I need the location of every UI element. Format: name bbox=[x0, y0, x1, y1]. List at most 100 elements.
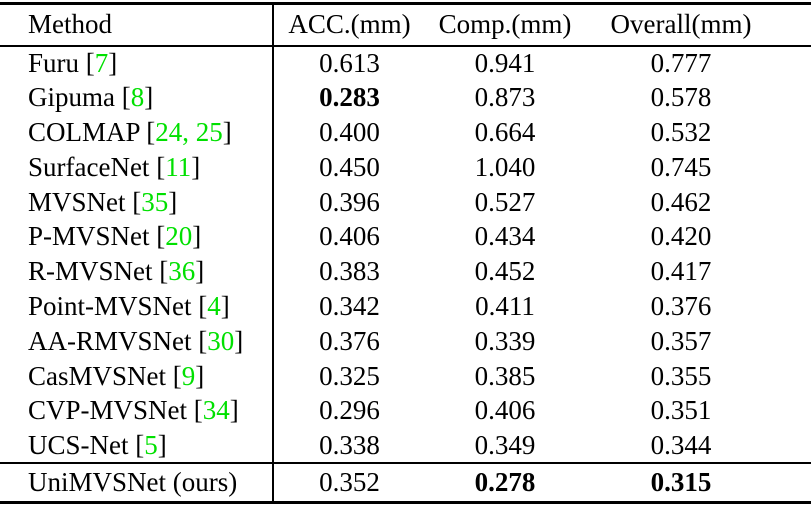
column-header-comp: Comp.(mm) bbox=[438, 9, 572, 40]
value-cell: 0.396 bbox=[319, 186, 380, 217]
filler-cell bbox=[777, 463, 811, 502]
method-name: COLMAP bbox=[28, 116, 140, 147]
value-cell: 0.777 bbox=[650, 47, 712, 78]
citation-link[interactable]: 4 bbox=[207, 290, 221, 321]
value-cell: 0.406 bbox=[474, 395, 536, 426]
value-cell: 0.383 bbox=[319, 256, 380, 287]
method-name: Gipuma bbox=[28, 82, 115, 113]
value-cell: 1.040 bbox=[474, 151, 536, 182]
value-cell: 0.941 bbox=[474, 47, 536, 78]
value-cell: 0.420 bbox=[650, 221, 712, 252]
column-header-method: Method bbox=[0, 3, 274, 46]
method-name: Furu bbox=[28, 47, 80, 78]
method-name: CVP-MVSNet bbox=[28, 395, 188, 426]
value-cell: 0.296 bbox=[319, 395, 380, 426]
filler-cell bbox=[777, 115, 811, 150]
table-row: P-MVSNet [20] 0.406 0.434 0.420 bbox=[0, 219, 811, 255]
value-cell: 0.315 bbox=[650, 466, 712, 497]
filler-cell bbox=[777, 393, 811, 428]
results-table: Method ACC.(mm) Comp.(mm) Overall(mm) Fu… bbox=[0, 2, 811, 504]
citation-link[interactable]: 20 bbox=[165, 221, 193, 252]
method-cell: Gipuma [8] bbox=[0, 80, 274, 116]
table-body: Furu [7] 0.613 0.941 0.777 Gipuma [8] 0.283 0.… bbox=[0, 45, 811, 503]
table-row: R-MVSNet [36] 0.383 0.452 0.417 bbox=[0, 254, 811, 290]
method-name: R-MVSNet bbox=[28, 256, 153, 287]
value-cell: 0.385 bbox=[474, 360, 536, 391]
filler-cell bbox=[777, 150, 811, 185]
citation-link[interactable]: 34 bbox=[202, 395, 230, 426]
value-cell: 0.400 bbox=[319, 116, 380, 147]
value-cell: 0.434 bbox=[474, 221, 536, 252]
value-cell: 0.462 bbox=[650, 186, 712, 217]
citation-link[interactable]: 9 bbox=[181, 360, 196, 391]
method-cell: SurfaceNet [11] bbox=[0, 149, 274, 185]
filler-cell bbox=[777, 324, 811, 359]
table-row: CVP-MVSNet [34] 0.296 0.406 0.351 bbox=[0, 393, 811, 429]
filler-cell bbox=[777, 428, 811, 463]
method-name: Point-MVSNet bbox=[28, 290, 192, 321]
table-row: CasMVSNet [9] 0.325 0.385 0.355 bbox=[0, 358, 811, 394]
table-row: UCS-Net [5] 0.338 0.349 0.344 bbox=[0, 428, 811, 464]
value-cell: 0.532 bbox=[650, 116, 712, 147]
value-cell: 0.452 bbox=[474, 256, 536, 287]
citation-link[interactable]: 30 bbox=[207, 325, 235, 356]
filler-cell bbox=[777, 80, 811, 115]
method-cell: UCS-Net [5] bbox=[0, 428, 274, 464]
method-cell: AA-RMVSNet [30] bbox=[0, 323, 274, 359]
filler-cell bbox=[777, 289, 811, 324]
method-cell: UniMVSNet (ours) bbox=[0, 463, 274, 503]
filler-cell bbox=[777, 46, 811, 81]
value-cell: 0.283 bbox=[319, 82, 380, 113]
table-header-row: Method ACC.(mm) Comp.(mm) Overall(mm) bbox=[0, 3, 811, 46]
citation-link[interactable]: 11 bbox=[165, 151, 192, 182]
value-cell: 0.417 bbox=[650, 256, 712, 287]
method-cell: CasMVSNet [9] bbox=[0, 358, 274, 394]
citation-link[interactable]: 7 bbox=[94, 47, 109, 78]
citation-link[interactable]: 36 bbox=[168, 256, 196, 287]
value-cell: 0.376 bbox=[319, 325, 380, 356]
table-row: COLMAP [24, 25] 0.400 0.664 0.532 bbox=[0, 115, 811, 150]
method-cell: Furu [7] bbox=[0, 45, 274, 81]
filler-cell bbox=[777, 4, 811, 46]
value-cell: 0.376 bbox=[650, 290, 712, 321]
filler-cell bbox=[777, 219, 811, 254]
value-cell: 0.578 bbox=[650, 82, 712, 113]
filler-cell bbox=[777, 254, 811, 289]
value-cell: 0.745 bbox=[650, 151, 712, 182]
value-cell: 0.278 bbox=[474, 466, 536, 497]
filler-cell bbox=[777, 185, 811, 220]
value-cell: 0.406 bbox=[319, 221, 380, 252]
method-name: P-MVSNet bbox=[28, 221, 150, 252]
table-row: Point-MVSNet [4] 0.342 0.411 0.376 bbox=[0, 289, 811, 324]
value-cell: 0.411 bbox=[475, 290, 535, 321]
citation-link[interactable]: 5 bbox=[144, 429, 158, 460]
citation-link[interactable]: 35 bbox=[141, 186, 169, 217]
table-row: UniMVSNet (ours) 0.352 0.278 0.315 bbox=[0, 463, 811, 503]
column-header-acc: ACC.(mm) bbox=[288, 9, 411, 40]
method-cell: P-MVSNet [20] bbox=[0, 219, 274, 255]
value-cell: 0.338 bbox=[319, 429, 380, 460]
method-name: CasMVSNet bbox=[28, 360, 167, 391]
citation-link[interactable]: 8 bbox=[130, 82, 145, 113]
value-cell: 0.344 bbox=[650, 429, 712, 460]
table-row: AA-RMVSNet [30] 0.376 0.339 0.357 bbox=[0, 323, 811, 359]
table-row: SurfaceNet [11] 0.450 1.040 0.745 bbox=[0, 149, 811, 185]
value-cell: 0.352 bbox=[319, 466, 380, 497]
value-cell: 0.325 bbox=[319, 360, 380, 391]
table-row: MVSNet [35] 0.396 0.527 0.462 bbox=[0, 184, 811, 220]
method-name: MVSNet bbox=[28, 186, 126, 217]
value-cell: 0.527 bbox=[474, 186, 536, 217]
method-cell: Point-MVSNet [4] bbox=[0, 289, 274, 324]
method-cell: MVSNet [35] bbox=[0, 184, 274, 220]
value-cell: 0.450 bbox=[319, 151, 380, 182]
table-row: Furu [7] 0.613 0.941 0.777 bbox=[0, 45, 811, 81]
method-cell: COLMAP [24, 25] bbox=[0, 115, 274, 150]
value-cell: 0.873 bbox=[474, 82, 536, 113]
value-cell: 0.664 bbox=[474, 116, 536, 147]
value-cell: 0.351 bbox=[650, 395, 712, 426]
citation-link[interactable]: 24, 25 bbox=[155, 116, 223, 147]
table-row: Gipuma [8] 0.283 0.873 0.578 bbox=[0, 80, 811, 116]
value-cell: 0.357 bbox=[650, 325, 712, 356]
value-cell: 0.349 bbox=[474, 429, 536, 460]
